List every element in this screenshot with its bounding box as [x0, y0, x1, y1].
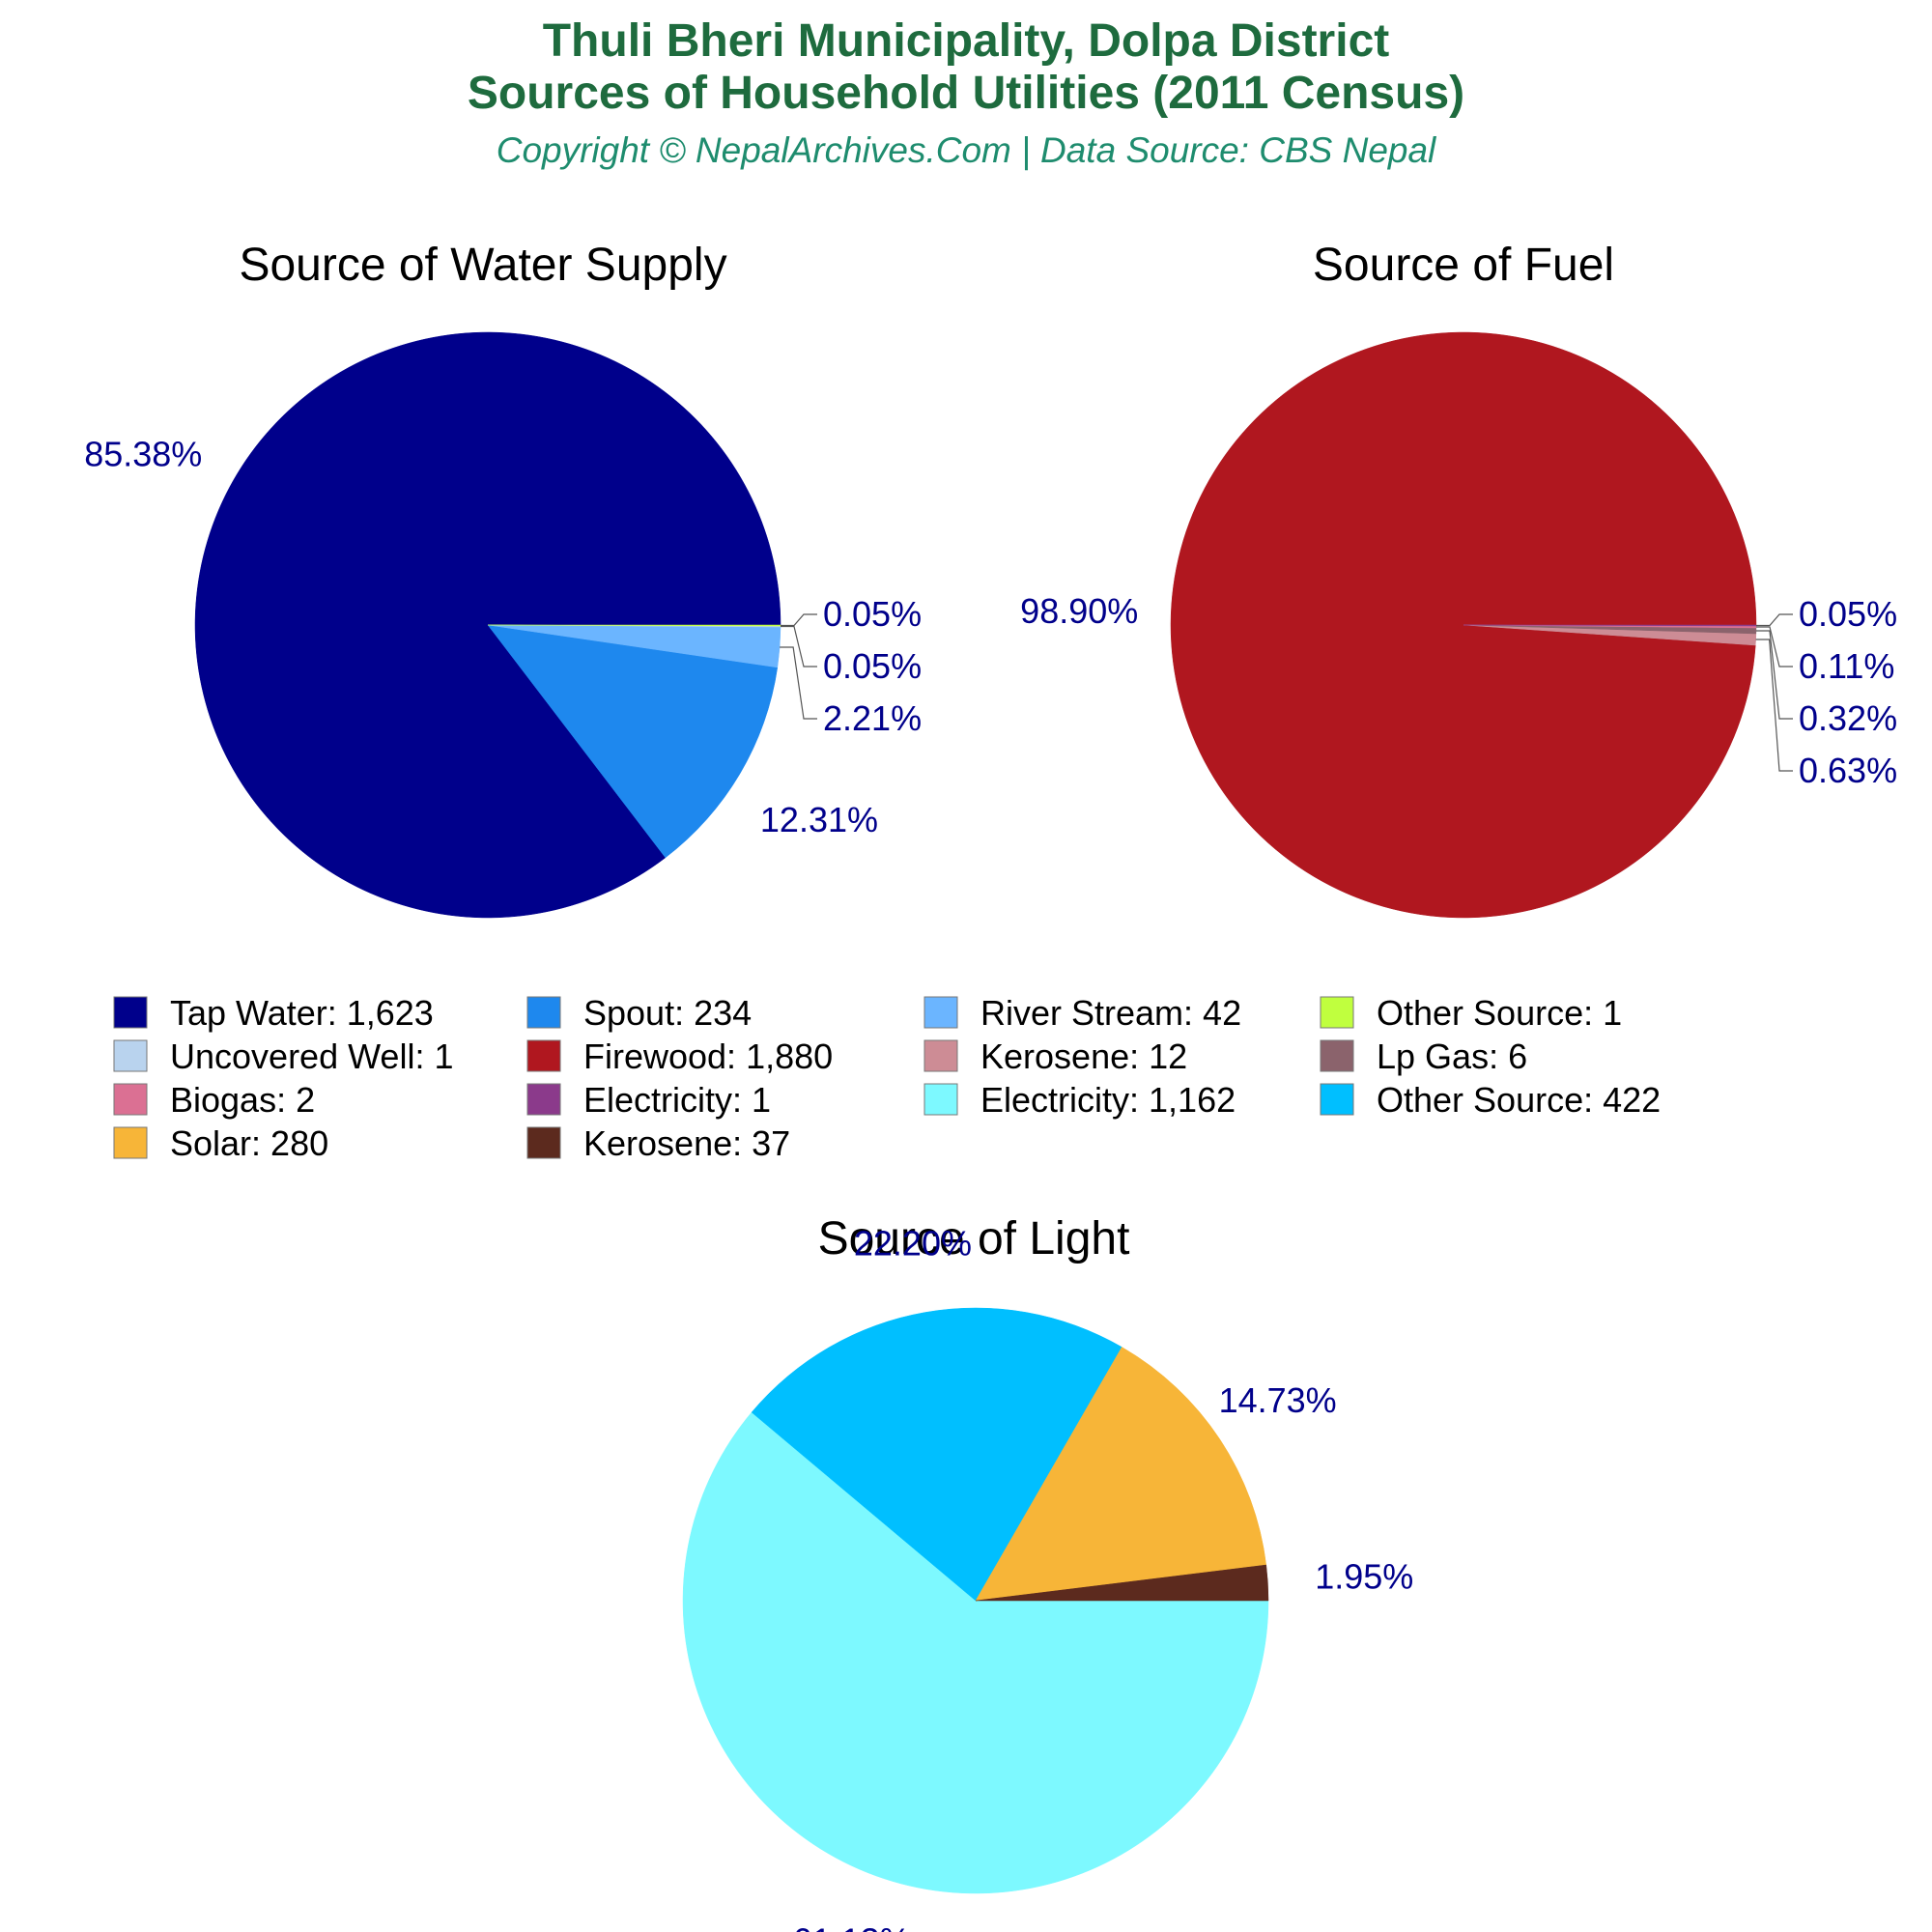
source-of-light-title: Source of Light: [818, 1213, 1130, 1264]
legend-swatch-lp-gas-6: [1320, 1039, 1354, 1072]
source-of-fuel-label-lp-gas: 0.32%: [1799, 698, 1897, 738]
source-of-light-label-kerosene: 1.95%: [1315, 1556, 1413, 1596]
source-of-water-supply-leader-river-stream: [780, 646, 817, 720]
source-of-light-label-solar: 14.73%: [1219, 1380, 1337, 1420]
legend-swatch-kerosene-37: [526, 1126, 561, 1159]
legend-item-lp-gas-6: Lp Gas: 6: [1377, 1037, 1527, 1076]
source-of-light-label-other-source: 22.20%: [854, 1224, 972, 1264]
water-supply-pie: Source of Water Supply 85.38% 12.31% 0.05% 0…: [84, 240, 922, 919]
legend-swatch-biogas-2: [113, 1083, 148, 1116]
source-of-fuel-leader-kerosene: [1755, 639, 1793, 772]
source-of-fuel-label-kerosene: 0.63%: [1799, 751, 1897, 790]
legend-swatch-other-source-422: [1320, 1083, 1354, 1116]
legend-item-electricity-1: Electricity: 1: [583, 1080, 771, 1120]
legend-swatch-solar-280: [113, 1126, 148, 1159]
source-of-light-slice-kerosene: [975, 1564, 1269, 1602]
source-of-fuel-leader-lp-gas: [1755, 630, 1793, 720]
source-of-water-supply-slice-spout: [487, 624, 779, 859]
legend-item-spout-234: Spout: 234: [583, 993, 752, 1033]
source-of-light-slice-other-source: [751, 1307, 1122, 1602]
source-of-water-supply-title: Source of Water Supply: [239, 240, 726, 291]
fuel-pie: Source of Fuel 98.90% 0.05% 0.11% 0.32% 0.63%: [1020, 240, 1897, 919]
source-of-water-supply-label-tap-water: 85.38%: [84, 435, 202, 474]
light-pie: Source of Light 61.13% 22.20% 14.73% 1.95%: [682, 1213, 1413, 1932]
legend-item-river-stream-42: River Stream: 42: [980, 993, 1241, 1033]
legend-item-solar-280: Solar: 280: [170, 1123, 328, 1163]
legend-item-tap-water-1-623: Tap Water: 1,623: [170, 993, 434, 1033]
chart-title-line1: Thuli Bheri Municipality, Dolpa District: [543, 15, 1390, 67]
source-of-water-supply-leader-uncovered-well: [780, 625, 817, 668]
source-of-light-slice-electricity: [682, 1411, 1269, 1894]
source-of-light-label-electricity: 61.13%: [793, 1920, 911, 1932]
legend-item-other-source-1: Other Source: 1: [1377, 993, 1622, 1033]
source-of-water-supply-leader-other-source: [780, 613, 817, 627]
legend-item-other-source-422: Other Source: 422: [1377, 1080, 1661, 1120]
legend-item-kerosene-37: Kerosene: 37: [583, 1123, 790, 1163]
legend-item-kerosene-12: Kerosene: 12: [980, 1037, 1187, 1076]
legend-swatch-spout-234: [526, 996, 561, 1029]
legend-swatch-other-source-1: [1320, 996, 1354, 1029]
source-of-fuel-label-biogas: 0.11%: [1799, 646, 1894, 686]
source-of-water-supply-label-other-source: 0.05%: [823, 594, 922, 634]
source-of-light-slice-solar: [975, 1347, 1267, 1602]
legend-swatch-river-stream-42: [923, 996, 958, 1029]
legend-swatch-electricity-1: [526, 1083, 561, 1116]
source-of-water-supply-label-river-stream: 2.21%: [823, 698, 922, 738]
source-of-fuel-leader-biogas: [1755, 626, 1793, 668]
chart-subtitle: Copyright © NepalArchives.Com | Data Sou…: [497, 130, 1437, 170]
source-of-fuel-leader-electricity: [1755, 613, 1793, 627]
legend-swatch-firewood-1-880: [526, 1039, 561, 1072]
chart-title-line2: Sources of Household Utilities (2011 Cen…: [468, 68, 1464, 119]
legend-item-electricity-1-162: Electricity: 1,162: [980, 1080, 1236, 1120]
source-of-water-supply-label-spout: 12.31%: [760, 800, 878, 839]
source-of-fuel-label-electricity: 0.05%: [1799, 594, 1897, 634]
source-of-water-supply-label-uncovered-well: 0.05%: [823, 646, 922, 686]
legend-item-biogas-2: Biogas: 2: [170, 1080, 315, 1120]
legend-swatch-kerosene-12: [923, 1039, 958, 1072]
legend-swatch-uncovered-well-1: [113, 1039, 148, 1072]
legend-item-uncovered-well-1: Uncovered Well: 1: [170, 1037, 453, 1076]
source-of-fuel-label-firewood: 98.90%: [1020, 591, 1138, 631]
legend-swatch-electricity-1-162: [923, 1083, 958, 1116]
source-of-fuel-title: Source of Fuel: [1313, 240, 1614, 291]
legend-item-firewood-1-880: Firewood: 1,880: [583, 1037, 833, 1076]
legend: Tap Water: 1,623 Spout: 234 River Stream: …: [113, 993, 1661, 1163]
legend-swatch-tap-water-1-623: [113, 996, 148, 1029]
